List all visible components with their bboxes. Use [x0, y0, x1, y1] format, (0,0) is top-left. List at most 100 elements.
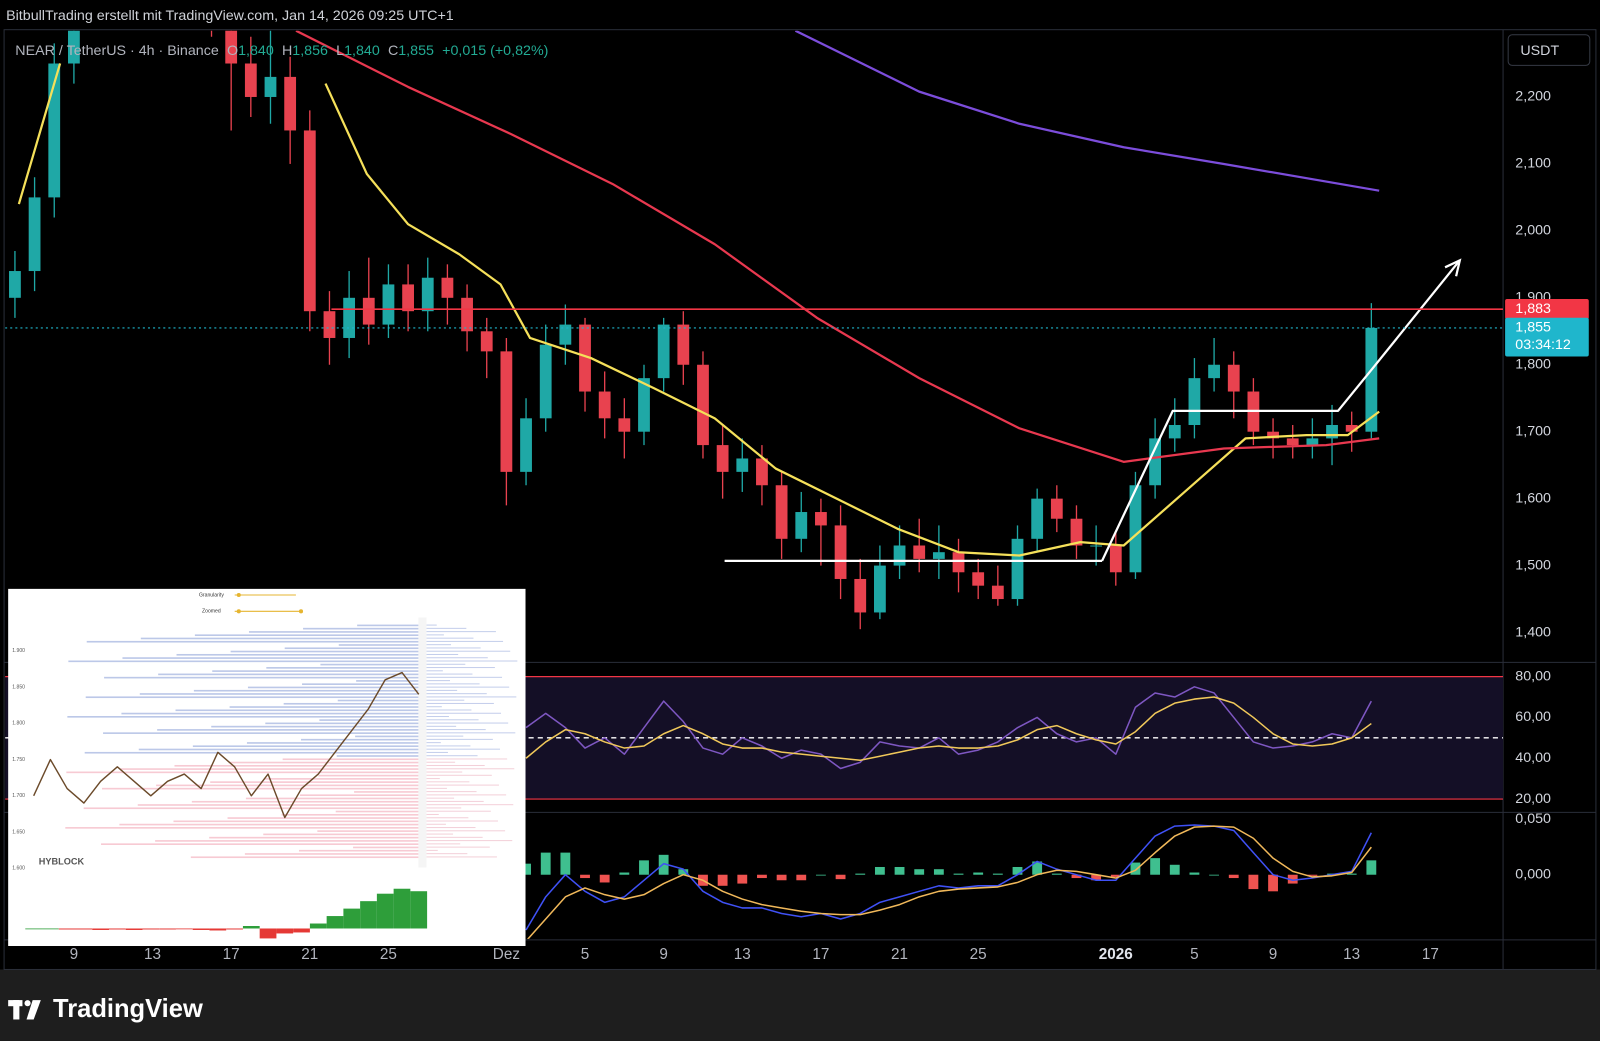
delta-bar — [142, 928, 160, 930]
candle-body — [991, 585, 1004, 600]
candle-body — [1031, 498, 1044, 539]
liquidation-stripe — [426, 640, 504, 642]
logo-shape — [26, 1000, 41, 1020]
liquidation-stripe — [426, 653, 459, 655]
candle-body — [854, 578, 867, 613]
candle-body — [441, 277, 454, 298]
liquidation-stripe — [426, 810, 491, 812]
y-tick-label: 1,800 — [1515, 357, 1551, 373]
liquidation-stripe — [84, 751, 419, 754]
liquidation-stripe — [264, 778, 419, 780]
histogram-bar — [619, 872, 630, 875]
y-tick-label: 1.700 — [12, 793, 25, 799]
y-tick-label: 1,400 — [1515, 624, 1551, 640]
liquidation-stripe — [157, 729, 419, 731]
liquidation-stripe — [67, 716, 419, 718]
liquidation-stripe — [338, 644, 419, 646]
liquidation-stripe — [426, 774, 492, 776]
liquidation-stripe — [426, 657, 488, 659]
liquidation-stripe — [426, 647, 481, 649]
liquidation-stripe — [426, 751, 448, 753]
liquidation-stripe — [426, 846, 490, 848]
histogram-bar — [953, 873, 964, 875]
liquidation-stripe — [426, 670, 443, 672]
logo — [8, 1000, 41, 1020]
candle-body — [598, 391, 611, 419]
candle-body — [1090, 545, 1103, 547]
candle-body — [323, 311, 336, 338]
currency-button[interactable] — [1507, 34, 1591, 66]
liquidation-stripe — [265, 722, 419, 725]
liquidation-stripe — [227, 817, 419, 819]
candle-body — [480, 331, 493, 352]
histogram-bar — [560, 852, 571, 875]
candle-body — [539, 344, 552, 419]
candle-body — [343, 297, 356, 338]
y-tick-label: 0,050 — [1515, 811, 1551, 827]
liquidation-stripe — [426, 764, 485, 767]
liquidation-stripe — [121, 712, 419, 715]
liquidation-stripe — [426, 853, 468, 855]
delta-bar — [393, 888, 411, 929]
histogram-bar — [796, 874, 807, 881]
histogram-bar — [540, 852, 551, 875]
histogram-bar — [1169, 864, 1180, 875]
liquidation-stripe — [426, 699, 465, 701]
moving-average — [295, 30, 1380, 463]
histogram-bar — [1366, 860, 1377, 875]
liquidation-stripe — [426, 797, 455, 799]
logo-bar — [13, 1000, 20, 1020]
histogram-bar — [1071, 874, 1082, 879]
indicator-line — [526, 825, 1372, 939]
candle-body — [68, 30, 80, 64]
y-tick-label: 1,600 — [1515, 490, 1551, 506]
candle-body — [48, 63, 61, 198]
moving-average — [794, 30, 1380, 192]
liquidation-stripe — [194, 634, 419, 637]
liquidation-stripe — [230, 650, 419, 653]
trend-drawing — [1101, 259, 1461, 562]
liquidation-stripe — [426, 758, 508, 760]
liquidation-stripe — [426, 742, 441, 744]
inset-price: 1.600 1.650 1.700 1.750 1.800 1.850 1.900 — [12, 624, 518, 872]
liquidation-stripe — [247, 686, 419, 689]
x-tick-label: Dez — [493, 946, 520, 963]
liquidation-stripe — [317, 830, 419, 832]
liquidation-stripe — [426, 778, 440, 780]
candle-body — [1011, 538, 1024, 600]
currency[interactable]: USDT — [1520, 43, 1559, 59]
liquidation-stripe — [85, 696, 419, 699]
liquidation-stripe — [426, 631, 496, 633]
liquidation-stripe — [426, 794, 507, 796]
liquidation-stripe — [426, 791, 477, 793]
liquidation-stripe — [335, 810, 419, 813]
histogram-bar — [1012, 866, 1023, 875]
candle-body — [9, 271, 21, 298]
liquidation-stripe — [354, 791, 419, 793]
footer-bar — [0, 969, 1600, 1041]
indicator-line — [525, 824, 1373, 931]
liquidation-stripe — [426, 686, 510, 688]
liquidation-stripe — [426, 702, 494, 704]
liquidation-stripe — [426, 833, 454, 835]
histogram-bar — [1051, 873, 1062, 875]
histogram-bar — [776, 874, 787, 881]
candle-body — [244, 63, 257, 97]
candle-body — [913, 545, 926, 559]
histogram-bar — [599, 874, 610, 883]
histogram-bar — [1091, 874, 1102, 881]
liquidation-stripe — [86, 640, 419, 643]
histogram-bar — [933, 869, 944, 875]
x-tick-label: 25 — [380, 946, 397, 963]
indicator-line — [525, 686, 1373, 770]
ohlc-key: L — [336, 43, 344, 59]
candle-body — [402, 284, 414, 312]
liquidation-stripe — [426, 650, 511, 652]
moving-average — [17, 63, 1380, 557]
liquidation-stripe — [192, 745, 419, 748]
candle-body — [1267, 431, 1279, 439]
histogram-bar — [1346, 873, 1357, 875]
histogram-bar — [1032, 861, 1043, 875]
liquidation-stripe — [155, 840, 419, 842]
